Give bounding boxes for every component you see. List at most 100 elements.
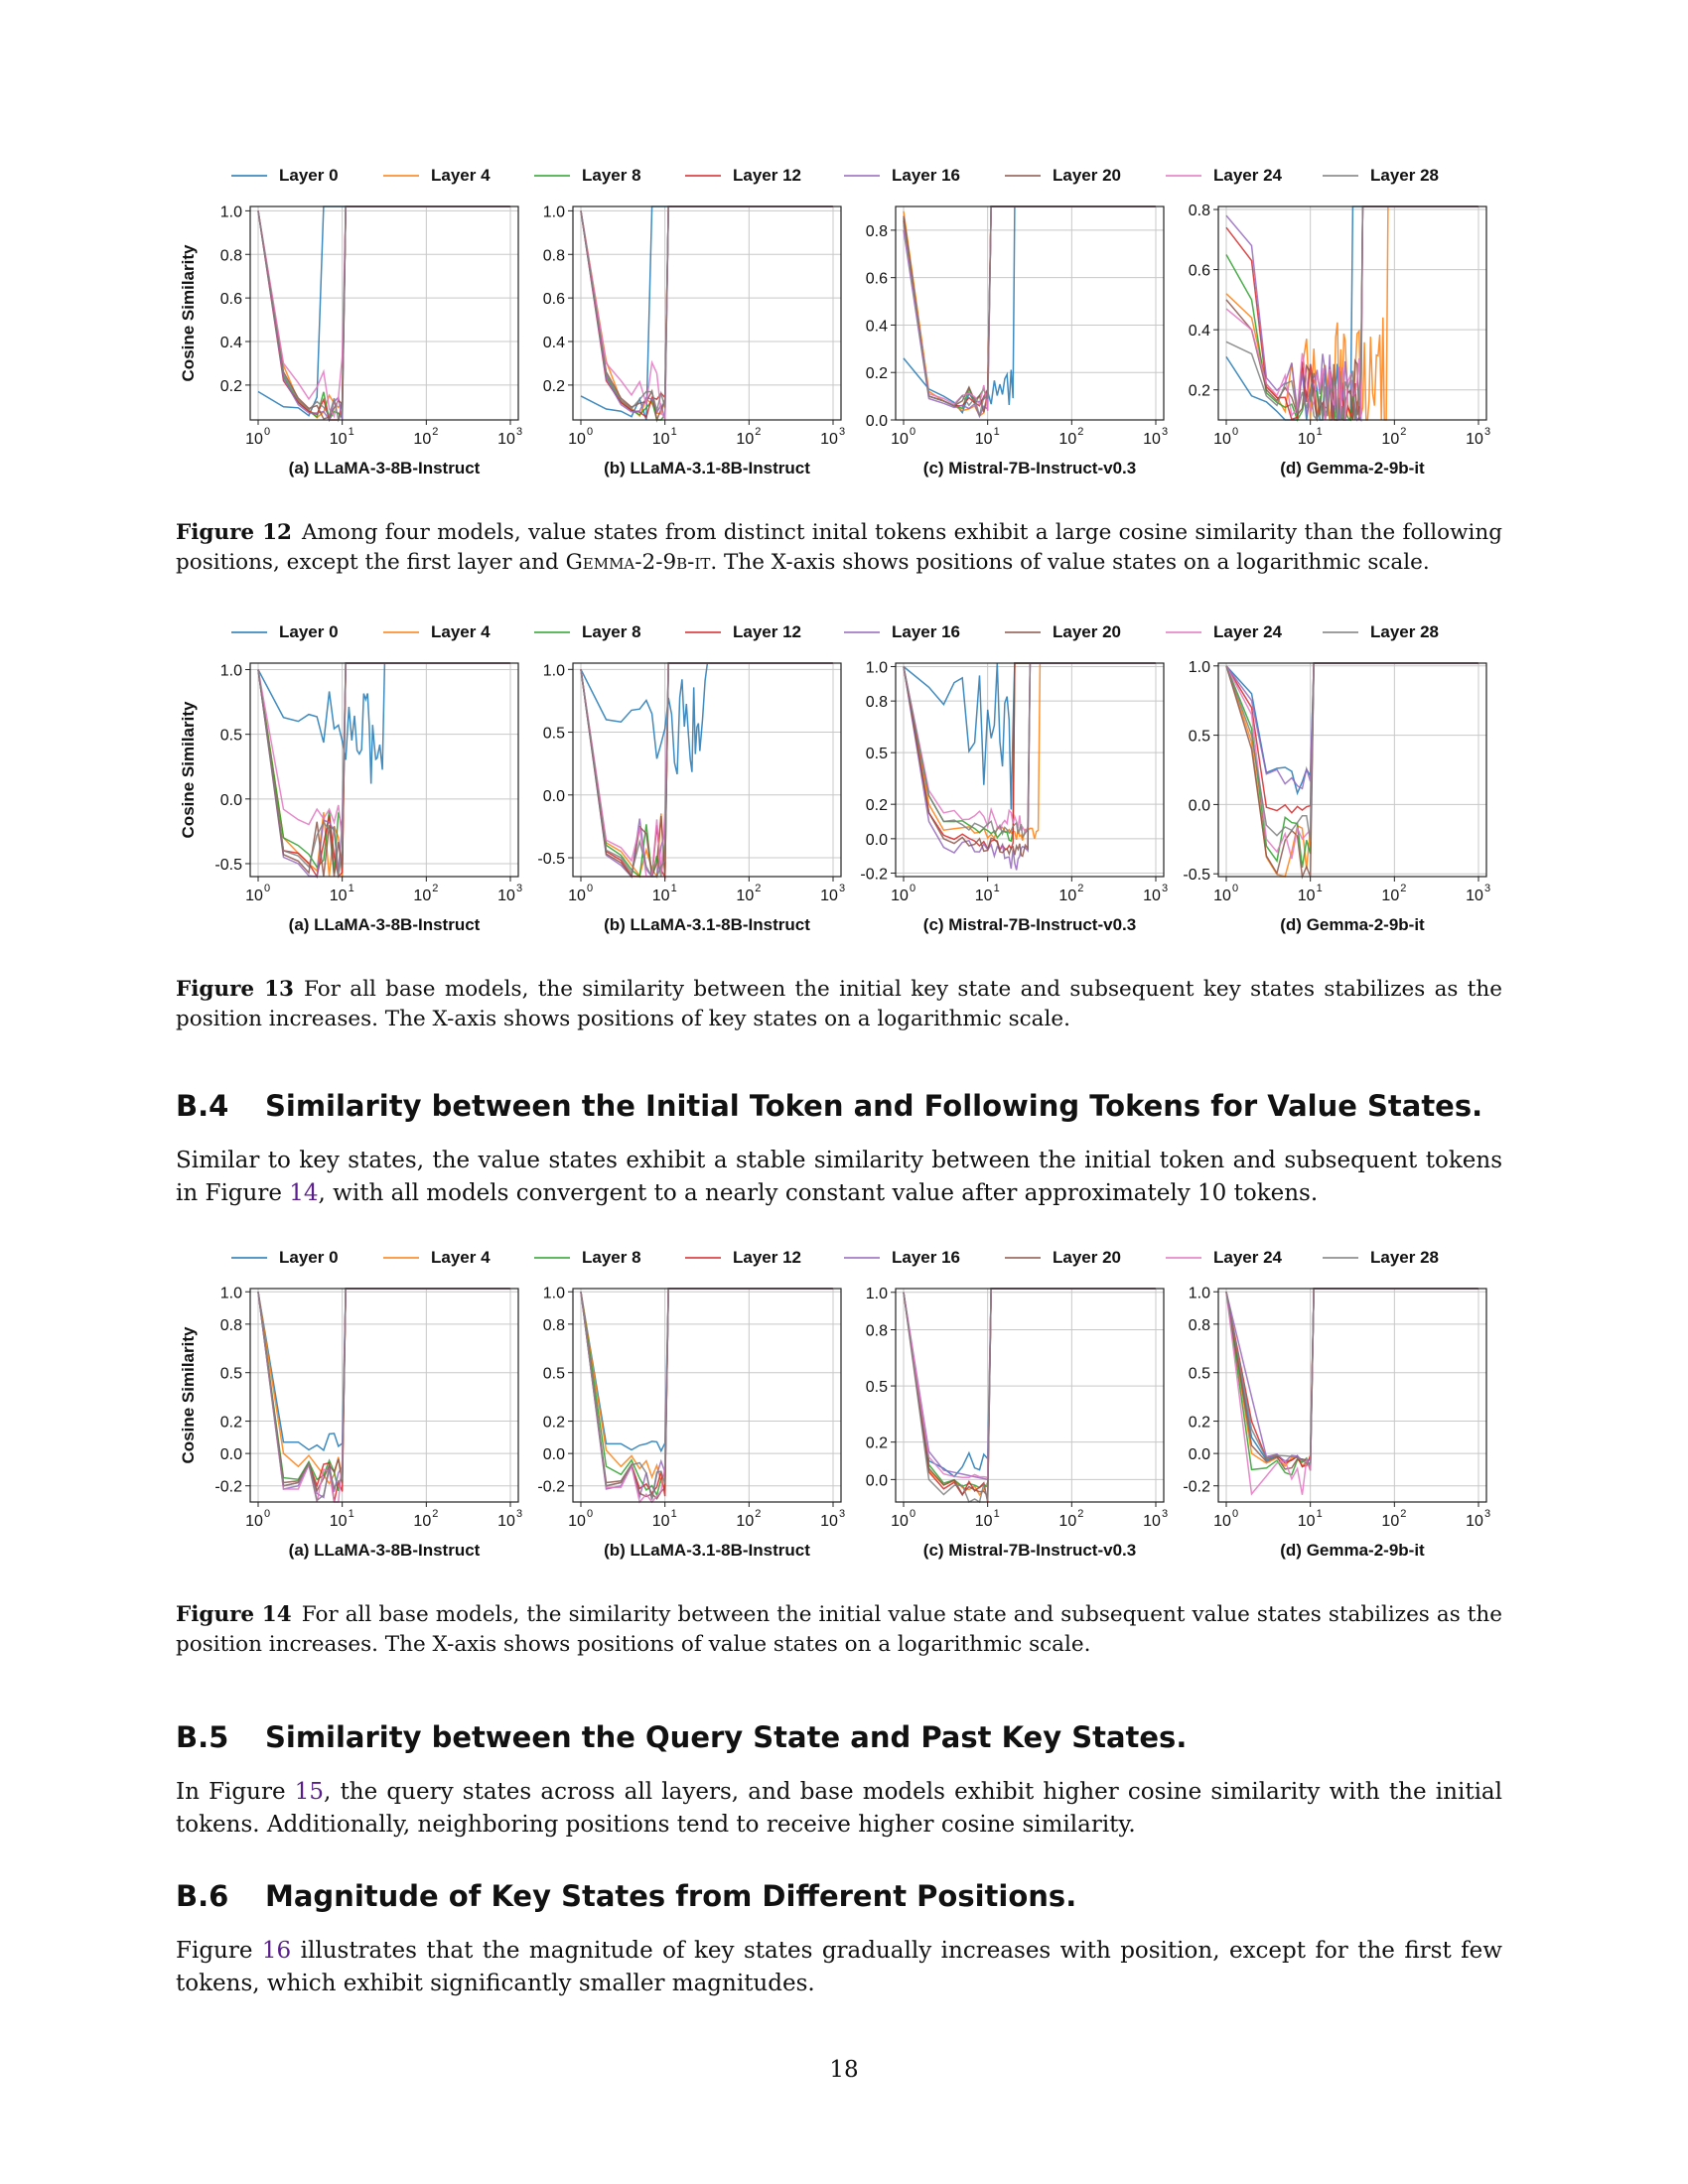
- x-tick-label: 10: [652, 887, 670, 904]
- paragraph-b6: Figure 16 illustrates that the magnitude…: [176, 1935, 1502, 2000]
- series-line: [903, 205, 1156, 418]
- x-tick-exponent: 3: [516, 1508, 522, 1520]
- series-line: [903, 1288, 1156, 1481]
- y-tick-label: 0.8: [220, 1317, 242, 1334]
- x-tick-label: 10: [975, 431, 993, 448]
- x-tick-label: 10: [736, 431, 754, 448]
- x-tick-exponent: 2: [755, 1508, 761, 1520]
- x-tick-label: 10: [245, 887, 263, 904]
- y-tick-label: 0.4: [543, 335, 565, 351]
- legend-item: Layer 24: [1166, 622, 1283, 641]
- series-line: [257, 662, 510, 784]
- series-line: [1225, 662, 1478, 842]
- legend-item: Layer 24: [1166, 1248, 1283, 1267]
- axes-frame: [572, 662, 842, 878]
- x-tick-label: 10: [891, 1513, 909, 1530]
- x-tick-label: 10: [652, 1513, 670, 1530]
- figure-12-caption: Figure 12 Among four models, value states…: [176, 518, 1502, 578]
- x-tick-label: 10: [497, 887, 515, 904]
- series-line: [903, 1288, 1156, 1499]
- series-line: [1225, 1288, 1478, 1468]
- panel-title: (c) Mistral-7B-Instruct-v0.3: [923, 459, 1136, 478]
- legend-item: Layer 16: [844, 1248, 960, 1267]
- x-tick-exponent: 0: [264, 883, 270, 894]
- series-line: [1225, 662, 1478, 790]
- series-line: [580, 1288, 833, 1504]
- series-line: [903, 205, 1156, 407]
- legend-label: Layer 20: [1053, 166, 1121, 185]
- x-tick-exponent: 3: [516, 426, 522, 438]
- section-heading-b4: B.4 Similarity between the Initial Token …: [176, 1089, 1482, 1123]
- axes-frame: [249, 205, 519, 421]
- x-tick-label: 10: [1298, 1513, 1316, 1530]
- x-tick-exponent: 1: [994, 426, 1000, 438]
- panel-title: (b) LLaMA-3.1-8B-Instruct: [604, 915, 810, 934]
- panel-title: (c) Mistral-7B-Instruct-v0.3: [923, 1541, 1136, 1560]
- legend-label: Layer 4: [431, 1248, 491, 1267]
- y-tick-label: 0.0: [1189, 1446, 1210, 1463]
- panel-a: -0.50.00.51.010 0 10 1 10 2 10 3(a) LLaMA-3-8B-…: [214, 662, 522, 934]
- axes-frame: [572, 1288, 842, 1503]
- x-tick-exponent: 0: [910, 426, 915, 438]
- series-line: [903, 205, 1156, 412]
- y-tick-label: 0.8: [866, 694, 888, 711]
- legend-label: Layer 0: [279, 622, 339, 641]
- legend-item: Layer 8: [534, 166, 641, 185]
- series-line: [257, 205, 510, 421]
- x-tick-label: 10: [1213, 431, 1231, 448]
- x-tick-exponent: 2: [432, 426, 438, 438]
- series-line: [903, 205, 1156, 410]
- y-tick-label: 0.0: [866, 413, 888, 430]
- y-tick-label: -0.2: [214, 1479, 242, 1496]
- series-line: [580, 1288, 833, 1453]
- series-line: [580, 205, 833, 421]
- x-tick-label: 10: [820, 1513, 838, 1530]
- legend-item: Layer 28: [1323, 622, 1439, 641]
- x-tick-exponent: 1: [671, 883, 677, 894]
- caption-text: Among four models, value states from dis…: [176, 520, 1502, 575]
- figure-13-chart: Layer 0 Layer 4 Layer 8 Layer 12 Layer 16 Lay…: [179, 622, 1490, 934]
- caption-label: Figure 12: [176, 520, 292, 545]
- y-tick-label: 0.2: [1189, 383, 1210, 400]
- y-axis-label: Cosine Similarity: [179, 244, 198, 381]
- series-line: [1225, 662, 1478, 814]
- x-tick-exponent: 0: [264, 1508, 270, 1520]
- series-line: [903, 1288, 1156, 1497]
- x-tick-label: 10: [413, 1513, 431, 1530]
- x-tick-exponent: 3: [839, 883, 845, 894]
- legend-label: Layer 12: [733, 166, 801, 185]
- series-line: [580, 205, 833, 421]
- series-line: [257, 205, 510, 423]
- x-tick-label: 10: [1143, 887, 1161, 904]
- y-tick-label: 0.2: [866, 1435, 888, 1452]
- series-line: [580, 205, 833, 420]
- y-tick-label: 0.5: [220, 728, 242, 745]
- series-line: [580, 1288, 833, 1491]
- figure-ref-link[interactable]: 16: [261, 1938, 292, 1964]
- legend-label: Layer 28: [1370, 166, 1439, 185]
- x-tick-label: 10: [1143, 431, 1161, 448]
- y-tick-label: 1.0: [220, 204, 242, 220]
- x-tick-label: 10: [497, 431, 515, 448]
- section-heading-b6: B.6 Magnitude of Key States from Differen…: [176, 1879, 1076, 1913]
- legend-item: Layer 0: [231, 166, 339, 185]
- series-line: [903, 1288, 1156, 1504]
- series-line: [257, 205, 510, 423]
- x-tick-label: 10: [736, 887, 754, 904]
- panel-title: (d) Gemma-2-9b-it: [1280, 459, 1425, 478]
- legend-label: Layer 20: [1053, 622, 1121, 641]
- y-tick-label: 0.2: [866, 797, 888, 814]
- x-tick-label: 10: [820, 431, 838, 448]
- y-tick-label: 0.2: [543, 378, 565, 395]
- y-tick-label: 1.0: [220, 1285, 242, 1301]
- legend-item: Layer 24: [1166, 166, 1283, 185]
- y-tick-label: -0.5: [1183, 867, 1210, 884]
- figure-ref-link[interactable]: 14: [289, 1180, 319, 1206]
- legend-item: Layer 12: [685, 1248, 801, 1267]
- series-line: [257, 205, 510, 419]
- section-number: B.4: [176, 1089, 229, 1123]
- panel-b: -0.20.00.20.50.81.010 0 10 1 10 2 10 3(b) LLaMA…: [537, 1285, 845, 1560]
- y-tick-label: 0.6: [866, 271, 888, 288]
- figure-ref-link[interactable]: 15: [294, 1779, 325, 1805]
- x-tick-exponent: 3: [1162, 883, 1168, 894]
